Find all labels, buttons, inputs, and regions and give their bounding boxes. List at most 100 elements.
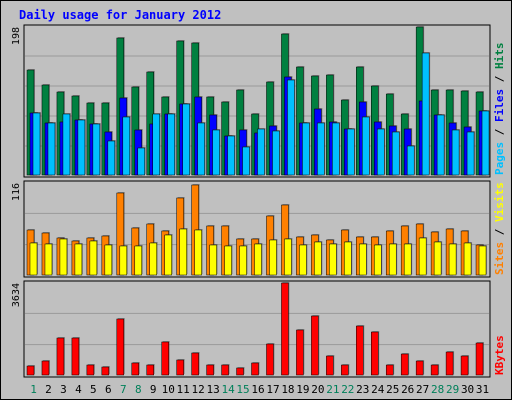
day-label-5: 5 <box>90 383 97 396</box>
bar-sites-day-12 <box>194 229 202 276</box>
bar-pages-day-6 <box>107 140 116 176</box>
bar-sites-day-11 <box>179 228 187 276</box>
bar-sites-day-6 <box>104 244 113 276</box>
day-label-22: 22 <box>341 383 354 396</box>
chart-panels: 198 Pages / Files / Hits 116 Sites / Visits… <box>11 24 506 378</box>
bar-kbytes-day-31 <box>475 342 484 376</box>
day-label-3: 3 <box>60 383 67 396</box>
bar-sites-day-20 <box>314 241 322 276</box>
bar-sites-day-16 <box>254 243 262 276</box>
bar-kbytes-day-22 <box>341 364 349 376</box>
legend-sites: Sites <box>493 242 506 275</box>
bar-kbytes-day-20 <box>311 315 319 376</box>
bar-pages-day-24 <box>377 128 385 176</box>
bar-pages-day-27 <box>421 52 430 176</box>
legend-separator: / <box>493 69 506 89</box>
bar-kbytes-day-25 <box>385 364 394 376</box>
bar-pages-day-9 <box>152 113 160 176</box>
bar-sites-day-3 <box>59 238 68 276</box>
bar-pages-day-4 <box>77 119 86 176</box>
bar-pages-day-30 <box>466 131 475 176</box>
bar-pages-day-17 <box>272 130 280 176</box>
bar-kbytes-day-2 <box>41 360 50 376</box>
bar-kbytes-day-27 <box>415 360 424 376</box>
bar-pages-day-5 <box>92 123 101 176</box>
bar-pages-day-7 <box>122 116 131 176</box>
bar-pages-day-21 <box>332 122 340 176</box>
bar-sites-day-23 <box>359 243 367 276</box>
legend-separator: / <box>493 222 506 242</box>
bars-hits-files-pages <box>26 26 491 176</box>
day-label-31: 31 <box>476 383 489 396</box>
day-label-27: 27 <box>416 383 429 396</box>
bar-pages-day-29 <box>451 129 460 176</box>
bar-sites-day-22 <box>344 241 352 276</box>
bar-kbytes-day-1 <box>26 365 35 376</box>
bar-sites-day-24 <box>374 244 382 276</box>
panel-kbytes: 3634 KBytes <box>11 280 506 378</box>
bar-kbytes-day-29 <box>445 351 454 376</box>
bar-kbytes-day-14 <box>221 364 229 376</box>
bar-sites-day-21 <box>329 243 337 276</box>
bar-pages-day-1 <box>32 112 41 176</box>
day-label-9: 9 <box>150 383 157 396</box>
bar-kbytes-day-18 <box>281 282 289 376</box>
bar-pages-day-12 <box>197 122 205 176</box>
legend-separator: / <box>493 122 506 142</box>
bar-pages-day-10 <box>167 113 175 176</box>
bar-kbytes-day-13 <box>206 364 214 376</box>
bar-pages-day-31 <box>481 110 490 176</box>
bar-pages-day-22 <box>347 128 355 176</box>
day-label-1: 1 <box>30 383 37 396</box>
day-label-23: 23 <box>356 383 369 396</box>
bar-kbytes-day-9 <box>146 364 154 376</box>
bar-sites-day-7 <box>119 245 128 276</box>
legend-pages: Pages <box>493 142 506 175</box>
bar-kbytes-day-17 <box>266 343 274 376</box>
day-label-11: 11 <box>177 383 190 396</box>
bar-sites-day-19 <box>299 244 307 276</box>
bar-sites-day-1 <box>29 242 38 276</box>
bar-kbytes-day-19 <box>296 329 304 376</box>
bar-kbytes-day-11 <box>176 359 184 376</box>
bar-kbytes-day-15 <box>236 367 244 376</box>
bar-sites-day-14 <box>224 245 232 276</box>
bar-kbytes-day-6 <box>101 366 110 376</box>
side-legend: Sites / Visits <box>493 182 506 275</box>
day-label-24: 24 <box>371 383 385 396</box>
day-label-18: 18 <box>281 383 294 396</box>
day-label-28: 28 <box>431 383 444 396</box>
bar-kbytes-day-30 <box>460 355 469 376</box>
bar-sites-day-17 <box>269 239 277 276</box>
legend-visits: Visits <box>493 182 506 222</box>
bars-kbytes <box>26 282 485 376</box>
bar-pages-day-14 <box>227 135 235 176</box>
bar-sites-day-4 <box>74 243 83 276</box>
day-label-20: 20 <box>311 383 324 396</box>
day-label-29: 29 <box>446 383 459 396</box>
day-label-8: 8 <box>135 383 142 396</box>
bar-pages-day-13 <box>212 129 220 176</box>
day-label-10: 10 <box>162 383 175 396</box>
bar-kbytes-day-12 <box>191 352 199 376</box>
bar-sites-day-18 <box>284 238 292 276</box>
legend-files: Files <box>493 89 506 122</box>
bar-pages-day-19 <box>302 122 310 176</box>
bar-kbytes-day-28 <box>430 364 439 376</box>
panel-visits-sites: 116 Sites / Visits <box>11 180 506 278</box>
day-label-25: 25 <box>386 383 399 396</box>
y-max-label: 3634 <box>11 283 22 307</box>
bar-kbytes-day-5 <box>86 364 95 376</box>
bar-pages-day-20 <box>317 122 325 176</box>
bar-kbytes-day-26 <box>400 353 409 376</box>
bar-pages-day-26 <box>406 145 415 176</box>
bar-sites-day-5 <box>89 240 98 276</box>
bar-sites-day-30 <box>463 242 472 276</box>
y-max-label: 198 <box>11 27 22 45</box>
bar-pages-day-16 <box>257 128 265 176</box>
side-legend: KBytes <box>493 335 506 375</box>
day-label-14: 14 <box>221 383 235 396</box>
bar-pages-day-15 <box>242 146 250 176</box>
bar-sites-day-9 <box>149 242 157 276</box>
